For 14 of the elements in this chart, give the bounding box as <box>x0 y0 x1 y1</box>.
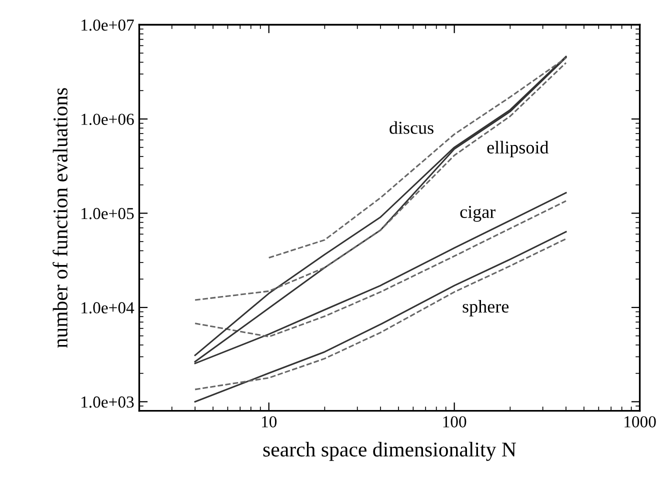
annotation: sphere <box>462 300 509 316</box>
annotation: ellipsoid <box>487 140 549 158</box>
y-tick-label: 1.0e+07 <box>82 19 134 31</box>
y-axis-title: number of function evaluations <box>52 88 68 348</box>
y-tick-label: 1.0e+05 <box>82 208 134 220</box>
y-tick-label: 1.0e+06 <box>82 114 134 126</box>
y-tick-label: 1.0e+04 <box>82 302 134 314</box>
x-tick-label: 100 <box>443 416 466 428</box>
x-tick-label: 10 <box>262 416 277 428</box>
annotation: discus <box>390 121 434 134</box>
x-axis-title: search space dimensionality N <box>263 442 516 461</box>
x-tick-label: 1000 <box>624 416 656 428</box>
y-tick-label: 1.0e+03 <box>82 396 134 408</box>
annotation: cigar <box>460 206 496 222</box>
